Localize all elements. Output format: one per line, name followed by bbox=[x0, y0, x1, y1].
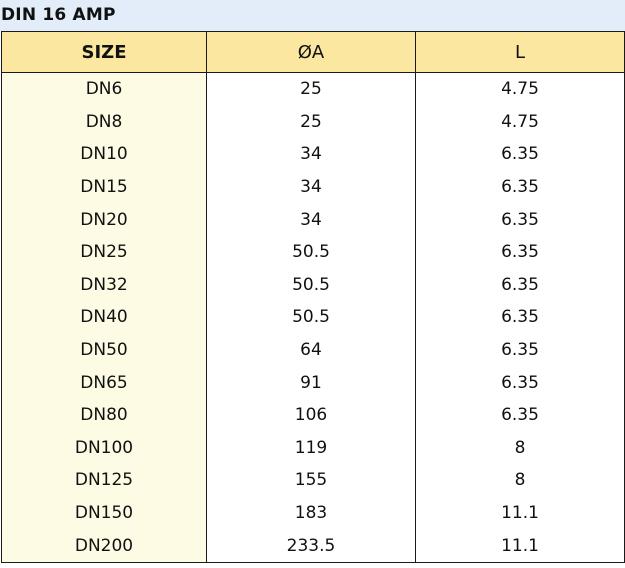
page-title: DIN 16 AMP bbox=[0, 0, 625, 31]
length-cell: 6.35 bbox=[415, 268, 625, 302]
diameter-a-cell: 106 bbox=[206, 398, 416, 432]
length-cell: 8 bbox=[415, 431, 625, 465]
column-header-length: L bbox=[415, 31, 625, 73]
diameter-a-cell: 50.5 bbox=[206, 268, 416, 302]
table-row: DN65 91 6.35 bbox=[1, 366, 625, 399]
size-cell: DN100 bbox=[1, 431, 207, 465]
table-header-row: SIZE ØA L bbox=[1, 31, 625, 73]
column-header-diameter-a: ØA bbox=[206, 31, 416, 73]
size-cell: DN20 bbox=[1, 203, 207, 236]
size-cell: DN80 bbox=[1, 398, 207, 432]
size-cell: DN200 bbox=[1, 529, 207, 563]
length-cell: 6.35 bbox=[415, 203, 625, 236]
diameter-a-cell: 34 bbox=[206, 170, 416, 204]
size-cell: DN32 bbox=[1, 268, 207, 302]
table-row: DN80 106 6.35 bbox=[1, 398, 625, 432]
size-cell: DN65 bbox=[1, 366, 207, 399]
dimensions-table-container: SIZE ØA L DN6 25 4.75 DN8 25 4.75 DN10 34 6.35 DN… bbox=[1, 31, 625, 563]
diameter-a-cell: 64 bbox=[206, 333, 416, 367]
length-cell: 6.35 bbox=[415, 366, 625, 399]
diameter-a-cell: 25 bbox=[206, 105, 416, 139]
table-row: DN6 25 4.75 bbox=[1, 72, 625, 106]
table-row: DN200 233.5 11.1 bbox=[1, 529, 625, 563]
size-cell: DN125 bbox=[1, 464, 207, 497]
diameter-a-cell: 50.5 bbox=[206, 235, 416, 269]
table-row: DN20 34 6.35 bbox=[1, 203, 625, 236]
dimensions-table: SIZE ØA L DN6 25 4.75 DN8 25 4.75 DN10 34 6.35 DN… bbox=[1, 31, 625, 563]
length-cell: 4.75 bbox=[415, 105, 625, 139]
table-row: DN32 50.5 6.35 bbox=[1, 268, 625, 302]
table-row: DN15 34 6.35 bbox=[1, 170, 625, 204]
length-cell: 6.35 bbox=[415, 333, 625, 367]
length-cell: 6.35 bbox=[415, 301, 625, 334]
length-cell: 6.35 bbox=[415, 138, 625, 171]
table-row: DN150 183 11.1 bbox=[1, 496, 625, 530]
size-cell: DN150 bbox=[1, 496, 207, 530]
size-cell: DN40 bbox=[1, 301, 207, 334]
length-cell: 8 bbox=[415, 464, 625, 497]
diameter-a-cell: 155 bbox=[206, 464, 416, 497]
length-cell: 6.35 bbox=[415, 170, 625, 204]
size-cell: DN10 bbox=[1, 138, 207, 171]
length-cell: 6.35 bbox=[415, 398, 625, 432]
diameter-a-cell: 34 bbox=[206, 203, 416, 236]
size-cell: DN8 bbox=[1, 105, 207, 139]
table-row: DN40 50.5 6.35 bbox=[1, 301, 625, 334]
length-cell: 11.1 bbox=[415, 529, 625, 563]
length-cell: 11.1 bbox=[415, 496, 625, 530]
table-row: DN100 119 8 bbox=[1, 431, 625, 465]
diameter-a-cell: 183 bbox=[206, 496, 416, 530]
table-row: DN25 50.5 6.35 bbox=[1, 235, 625, 269]
table-row: DN10 34 6.35 bbox=[1, 138, 625, 171]
length-cell: 6.35 bbox=[415, 235, 625, 269]
table-row: DN8 25 4.75 bbox=[1, 105, 625, 139]
diameter-a-cell: 34 bbox=[206, 138, 416, 171]
size-cell: DN50 bbox=[1, 333, 207, 367]
diameter-a-cell: 233.5 bbox=[206, 529, 416, 563]
table-row: DN50 64 6.35 bbox=[1, 333, 625, 367]
diameter-a-cell: 119 bbox=[206, 431, 416, 465]
diameter-a-cell: 25 bbox=[206, 72, 416, 106]
table-body: DN6 25 4.75 DN8 25 4.75 DN10 34 6.35 DN15 34 6.35 DN… bbox=[1, 72, 625, 563]
diameter-a-cell: 91 bbox=[206, 366, 416, 399]
diameter-a-cell: 50.5 bbox=[206, 301, 416, 334]
column-header-size: SIZE bbox=[1, 31, 207, 73]
length-cell: 4.75 bbox=[415, 72, 625, 106]
size-cell: DN15 bbox=[1, 170, 207, 204]
table-row: DN125 155 8 bbox=[1, 464, 625, 497]
size-cell: DN25 bbox=[1, 235, 207, 269]
size-cell: DN6 bbox=[1, 72, 207, 106]
